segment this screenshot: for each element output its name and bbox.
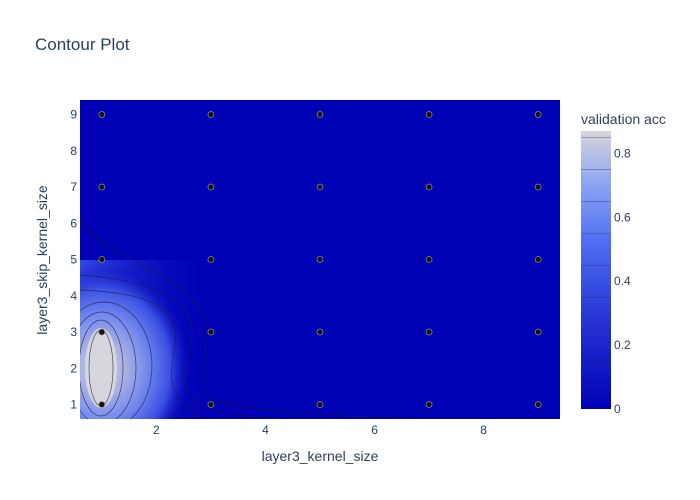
colorbar-tick-label: 0 (614, 402, 621, 416)
trial-point (316, 256, 324, 263)
colorbar-gradient (581, 131, 611, 409)
x-tick-label: 4 (262, 423, 269, 437)
trial-point (98, 256, 106, 263)
contour-region-peak (85, 328, 117, 408)
trial-point (207, 401, 215, 408)
trial-point (534, 111, 542, 118)
contour-line (80, 274, 288, 419)
y-tick-label: 2 (70, 361, 77, 375)
x-tick-label: 2 (153, 423, 160, 437)
trial-point (425, 401, 433, 408)
colorbar-tick-label: 0.4 (614, 274, 631, 288)
trial-point (207, 328, 215, 336)
y-tick-label: 7 (70, 180, 77, 194)
trial-point (316, 183, 324, 191)
y-tick-label: 6 (70, 216, 77, 230)
plot-area (80, 100, 560, 419)
trial-point (425, 111, 433, 118)
x-axis-ticks: 2 4 6 8 (153, 423, 487, 437)
colorbar-bands (581, 137, 611, 394)
trial-point (425, 183, 433, 191)
colorbar-tick-label: 0.8 (614, 146, 631, 160)
trial-point (207, 183, 215, 191)
y-tick-label: 1 (70, 398, 77, 412)
x-tick-label: 6 (371, 423, 378, 437)
trial-point (98, 328, 106, 336)
trial-point (534, 328, 542, 336)
contour-line (80, 319, 124, 417)
trial-point (98, 183, 106, 191)
y-tick-label: 4 (70, 289, 77, 303)
trial-point (207, 111, 215, 118)
x-tick-label: 8 (480, 423, 487, 437)
contour-line (80, 289, 204, 419)
colorbar-tick-label: 0.2 (614, 338, 631, 352)
trial-point (98, 111, 106, 118)
x-axis-title: layer3_kernel_size (262, 448, 379, 464)
contour-line (80, 301, 153, 419)
colorbar-title: validation acc (581, 111, 666, 127)
colorbar: validation acc 0 0.2 0.4 0.6 0.8 (581, 111, 666, 416)
y-tick-label: 3 (70, 325, 77, 339)
contour-lines (80, 214, 429, 419)
trial-point (534, 256, 542, 263)
trial-point (425, 328, 433, 336)
colorbar-tick-label: 0.6 (614, 210, 631, 224)
y-tick-label: 8 (70, 144, 77, 158)
y-tick-label: 9 (70, 108, 77, 122)
trial-point (98, 401, 106, 408)
colorbar-ticks: 0 0.2 0.4 0.6 0.8 (614, 146, 631, 416)
y-axis-title: layer3_skip_kernel_size (34, 185, 50, 335)
y-axis-ticks: 1 2 3 4 5 6 7 8 9 (70, 108, 77, 412)
trial-point (534, 401, 542, 408)
trial-point (316, 111, 324, 118)
trial-point (207, 256, 215, 263)
trial-point (425, 256, 433, 263)
contour-line (80, 214, 429, 419)
trial-point (316, 328, 324, 336)
trial-points (98, 111, 542, 408)
y-tick-label: 5 (70, 253, 77, 267)
contour-line (80, 311, 137, 419)
chart-title: Contour Plot (35, 35, 130, 54)
trial-point (534, 183, 542, 191)
trial-point (316, 401, 324, 408)
